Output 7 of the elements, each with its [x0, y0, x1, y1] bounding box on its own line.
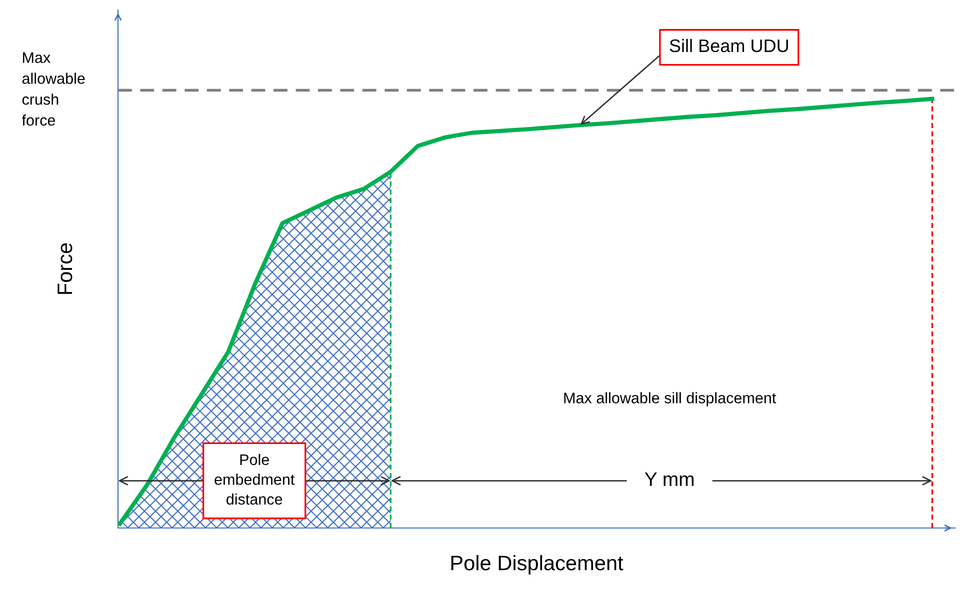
annotation: Y mm: [644, 472, 694, 486]
ref-line-label: Max allowable crush force: [22, 52, 85, 126]
y-axis-title: Force: [58, 243, 72, 294]
annotation: Max allowable sill displacement: [564, 392, 776, 406]
annotation: Pole embedment distance: [214, 454, 295, 505]
x-axis-title: Pole Displacement: [451, 555, 624, 575]
text: Sill Beam UDU: [670, 38, 788, 52]
